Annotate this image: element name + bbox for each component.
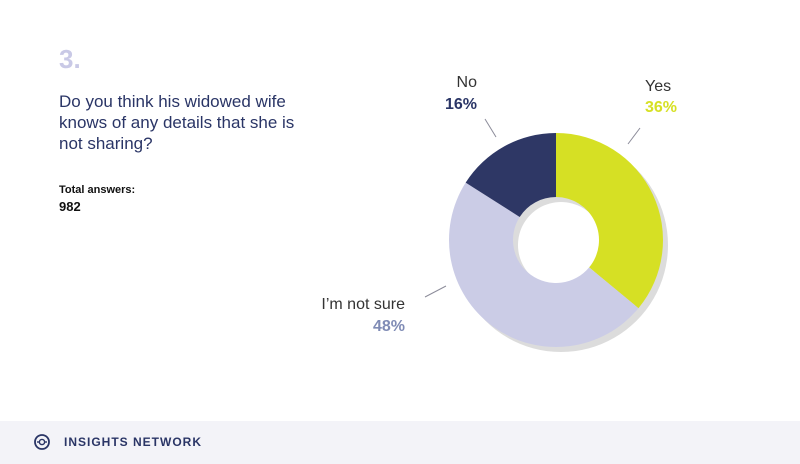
slice-yes: [556, 133, 663, 309]
label-no: No: [457, 74, 478, 91]
leader-line-no: [484, 118, 497, 138]
leader-line-yes: [627, 127, 641, 145]
total-answers-label: Total answers:: [59, 184, 136, 196]
question-text: Do you think his widowed wife knows of a…: [59, 92, 295, 153]
percent-yes: 36%: [645, 99, 677, 116]
footer-bar: INSIGHTS NETWORK: [0, 421, 800, 464]
leader-line-i-m-not-sure: [424, 285, 447, 298]
donut-labels: Yes 36% I’m not sure 48% No 16%: [321, 74, 677, 335]
donut-chart: Yes 36% I’m not sure 48% No 16%: [321, 74, 677, 352]
label-i-m-not-sure: I’m not sure: [321, 296, 405, 313]
label-yes: Yes: [645, 78, 671, 95]
insights-network-logo-icon: [34, 434, 50, 450]
brand-name: INSIGHTS NETWORK: [64, 435, 202, 449]
total-answers-value: 982: [59, 199, 81, 214]
donut-slices: [448, 133, 663, 348]
slice-i-m-not-sure: [448, 182, 639, 348]
percent-i-m-not-sure: 48%: [373, 318, 405, 335]
question-number: 3.: [59, 44, 81, 74]
percent-no: 16%: [445, 96, 477, 113]
slice-no: [465, 133, 556, 217]
